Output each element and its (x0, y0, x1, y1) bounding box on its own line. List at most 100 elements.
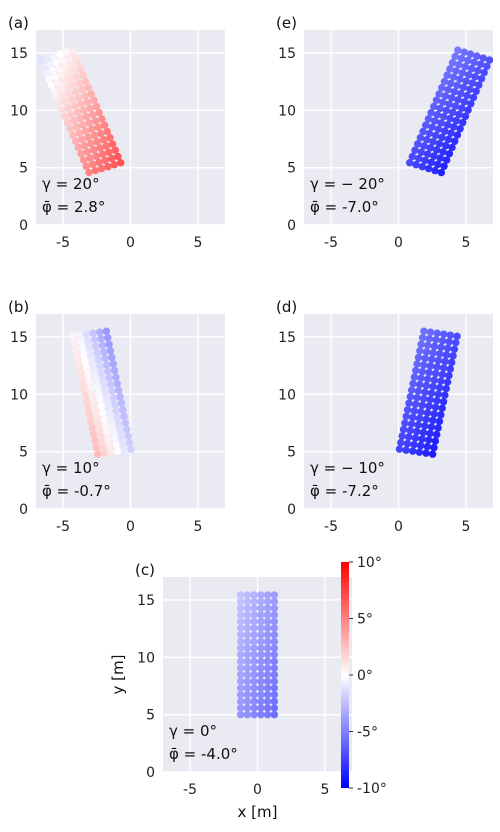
data-point (243, 697, 252, 706)
data-point (445, 150, 454, 158)
data-point (92, 376, 100, 384)
data-point (460, 48, 468, 56)
data-point (451, 137, 459, 145)
x-tick-label: 5 (462, 235, 471, 251)
data-point (97, 436, 106, 444)
data-point (418, 401, 426, 409)
data-point (250, 677, 258, 686)
data-point (243, 677, 252, 686)
data-point (86, 350, 95, 358)
data-point (92, 342, 100, 351)
data-point (450, 87, 459, 96)
data-point (112, 407, 120, 415)
data-point (469, 93, 478, 102)
data-point (117, 433, 126, 441)
data-point (447, 79, 455, 88)
data-point (422, 348, 431, 356)
data-point (56, 85, 65, 94)
gamma-annotation: γ = 10° (42, 459, 100, 477)
data-point (97, 164, 106, 173)
data-point (443, 156, 451, 164)
data-point (93, 349, 101, 357)
data-point (89, 430, 98, 439)
data-point (250, 657, 258, 666)
data-point (80, 106, 88, 115)
data-point (93, 382, 102, 391)
data-point (395, 445, 404, 453)
data-point (250, 604, 258, 612)
x-tick-label: -5 (56, 235, 70, 251)
data-point (426, 362, 435, 370)
data-point (477, 75, 486, 83)
data-point (426, 328, 435, 336)
data-point (467, 100, 475, 108)
data-point (257, 637, 265, 646)
data-point (77, 150, 85, 158)
data-point (236, 597, 245, 606)
data-point (485, 56, 493, 64)
data-point (421, 354, 429, 363)
data-point (110, 366, 119, 375)
data-point (236, 677, 245, 686)
data-point (236, 604, 245, 612)
data-point (263, 644, 272, 652)
data-point (434, 125, 443, 133)
data-point (96, 396, 104, 404)
data-point (110, 161, 119, 169)
data-point (423, 150, 432, 158)
data-point (37, 56, 45, 64)
data-point (108, 353, 116, 362)
data-point (458, 69, 467, 77)
data-point (250, 624, 258, 632)
data-point (89, 110, 97, 119)
data-point (243, 671, 252, 679)
data-point (437, 377, 445, 385)
data-point (466, 85, 474, 94)
data-point (418, 334, 427, 342)
data-point (94, 123, 102, 131)
data-point (409, 379, 417, 388)
data-point (425, 335, 433, 343)
data-point (398, 432, 406, 440)
data-point (111, 434, 119, 442)
data-point (270, 684, 279, 692)
data-point (428, 450, 437, 458)
panel-c: -5 0 5 0 5 10 15 (c) γ = 0° φ̄ = -4.0° x [m] y [m] (109, 561, 352, 821)
data-point (96, 362, 104, 370)
data-point (80, 351, 88, 359)
colorbar: 10° 5° 0° -5° -10° (341, 555, 387, 797)
data-point (437, 343, 445, 352)
data-point (429, 137, 437, 146)
data-point (257, 671, 265, 679)
data-point (54, 79, 62, 87)
data-point (243, 690, 252, 699)
data-point (411, 400, 420, 408)
data-point (97, 335, 105, 343)
data-point (100, 381, 108, 390)
data-point (97, 402, 106, 410)
scatter-points (37, 46, 125, 177)
data-point (87, 417, 95, 426)
data-point (459, 83, 468, 92)
y-tick-label: 15 (10, 330, 28, 346)
data-point (419, 127, 427, 136)
x-tick-label: -5 (324, 235, 338, 251)
data-point (410, 407, 418, 415)
data-point (100, 121, 109, 129)
data-point (450, 123, 458, 131)
data-point (413, 140, 422, 148)
data-point (427, 389, 436, 397)
data-point (105, 441, 114, 450)
data-point (428, 355, 436, 364)
data-point (236, 697, 245, 706)
data-point (98, 341, 107, 350)
data-point (89, 146, 98, 154)
data-point (427, 423, 436, 431)
data-point (483, 62, 491, 70)
data-point (90, 96, 98, 104)
scatter-points (405, 46, 493, 177)
data-point (442, 351, 451, 359)
data-point (82, 77, 90, 86)
data-point (433, 160, 442, 169)
data-point (456, 75, 464, 83)
